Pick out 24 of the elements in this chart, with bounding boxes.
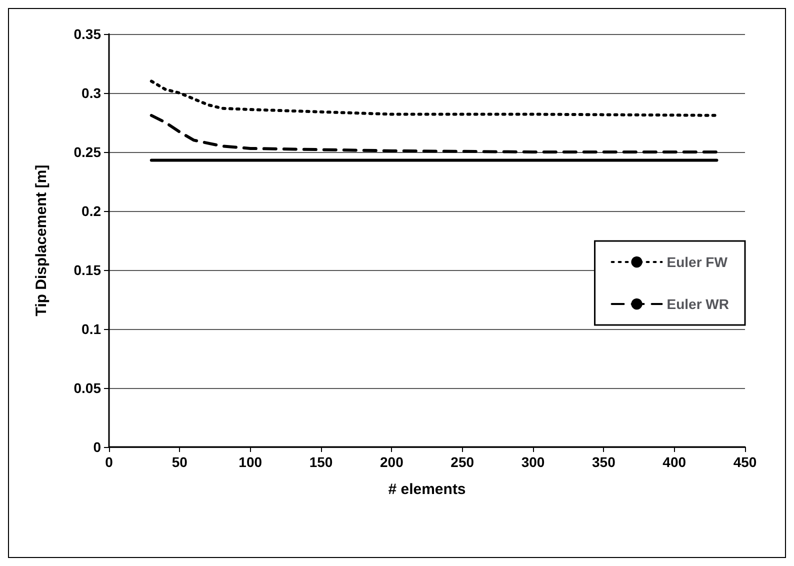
x-tick-label: 50 [172,454,188,470]
y-tick-label: 0.2 [82,203,102,219]
y-tick-label: 0.15 [74,262,102,278]
x-tick-label: 150 [309,454,333,470]
x-tick-label: 450 [733,454,757,470]
x-tick-label: 0 [105,454,114,470]
y-tick-label: 0.1 [82,321,102,337]
y-tick-label: 0 [93,439,102,455]
line-series [150,114,718,154]
y-tick-label: 0.25 [74,144,102,160]
y-axis-title: Tip Displacement [m] [33,164,50,316]
x-tick-label: 250 [450,454,474,470]
x-tick-label: 300 [521,454,545,470]
line-series [150,80,718,117]
legend-label: Euler WR [666,296,730,312]
x-tick-label: 400 [662,454,686,470]
y-tick-label: 0.3 [82,85,102,101]
y-tick-label: 0.05 [74,380,102,396]
x-tick-label: 200 [380,454,404,470]
x-tick-label: 100 [238,454,262,470]
x-axis-title: # elements [388,481,466,498]
y-tick-label: 0.35 [74,26,102,42]
legend-label: Euler FW [666,254,728,270]
x-tick-label: 350 [592,454,616,470]
